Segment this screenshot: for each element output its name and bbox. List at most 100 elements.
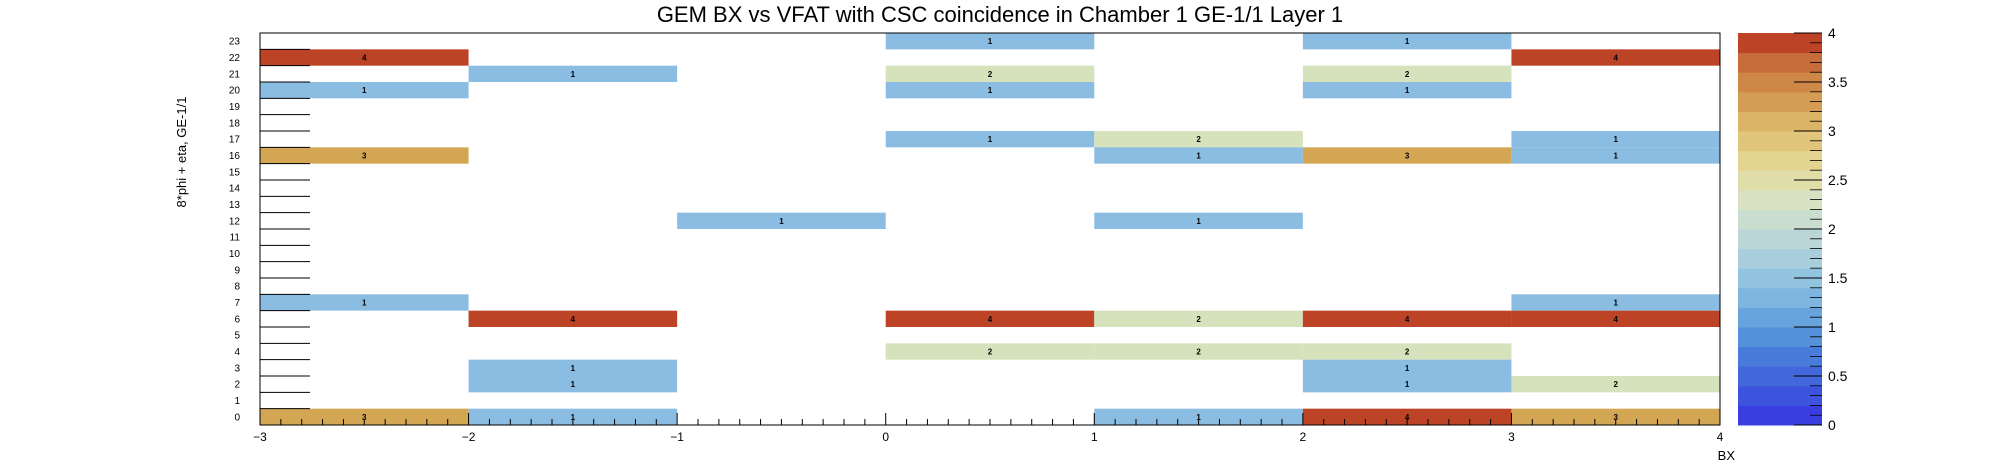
y-tick-label: 0 (234, 412, 240, 423)
heatmap-cell (677, 212, 886, 229)
color-scale-tick-label: 2 (1828, 221, 1836, 237)
heatmap-cell (468, 310, 678, 327)
color-scale-swatch (1738, 33, 1822, 54)
cell-value-label: 1 (988, 86, 993, 95)
heatmap-cell (1511, 310, 1720, 327)
y-tick-label: 1 (234, 396, 240, 407)
cell-value-label: 4 (1613, 54, 1618, 63)
y-tick-label: 5 (234, 331, 240, 342)
x-tick-label: 2 (1300, 430, 1307, 444)
heatmap-cell (260, 408, 469, 425)
y-tick-label: 22 (229, 53, 241, 64)
cell-value-label: 2 (1405, 70, 1410, 79)
heatmap-cell (468, 65, 678, 82)
cell-value-label: 1 (1405, 380, 1410, 389)
heatmap-cell (260, 294, 469, 311)
x-tick-label: 0 (882, 430, 889, 444)
y-tick-label: 12 (229, 216, 241, 227)
y-tick-label: 4 (234, 347, 240, 358)
x-tick-label: −2 (462, 430, 476, 444)
color-scale-swatch (1738, 346, 1822, 367)
color-scale-tick-label: 2.5 (1828, 172, 1848, 188)
cell-value-label: 4 (1613, 315, 1618, 324)
color-scale-swatch (1738, 307, 1822, 328)
color-scale-swatch (1738, 405, 1822, 426)
color-scale-swatch (1738, 385, 1822, 406)
cell-value-label: 3 (362, 152, 367, 161)
color-scale-swatch (1738, 91, 1822, 112)
heatmap-cell (1302, 65, 1512, 82)
heatmap-cell (1302, 376, 1512, 393)
x-tick-label: 3 (1508, 430, 1515, 444)
color-scale-swatch (1738, 170, 1822, 191)
cell-value-label: 2 (988, 348, 993, 357)
cell-value-label: 1 (1196, 217, 1201, 226)
y-tick-label: 8 (234, 282, 240, 293)
heatmap-cell (1511, 147, 1720, 164)
chart-title: GEM BX vs VFAT with CSC coincidence in C… (657, 2, 1343, 27)
cell-value-label: 1 (1613, 135, 1618, 144)
heatmap-cell (1302, 343, 1512, 360)
y-tick-label: 10 (229, 249, 241, 260)
cell-value-label: 1 (1405, 364, 1410, 373)
color-scale-swatch (1738, 248, 1822, 269)
y-tick-label: 18 (229, 118, 241, 129)
y-tick-label: 11 (230, 233, 241, 244)
axes: −3 −2 −1 0 1 2 3 401234567891011121314151617181… (229, 32, 1724, 444)
y-tick-label: 16 (229, 151, 241, 162)
heatmap-cell (468, 408, 678, 425)
color-scale-tick-label: 1.5 (1828, 270, 1848, 286)
heatmap-cell (885, 310, 1095, 327)
heatmap-cell (885, 65, 1095, 82)
y-tick-label: 14 (229, 184, 241, 195)
cell-value-label: 4 (1405, 315, 1410, 324)
heatmap-cell (260, 49, 469, 66)
x-axis-label: BX (1718, 448, 1736, 463)
heatmap-cell (1302, 147, 1512, 164)
cell-value-label: 1 (1196, 152, 1201, 161)
y-tick-label: 21 (229, 69, 241, 80)
color-scale-bar: 0 0.5 1 1.5 2 2.5 3 3.5 4 (1738, 25, 1848, 433)
color-scale-tick-label: 3 (1828, 123, 1836, 139)
cell-value-label: 4 (988, 315, 993, 324)
color-scale-tick-label: 1 (1828, 319, 1836, 335)
cell-value-label: 2 (1405, 348, 1410, 357)
cell-value-label: 1 (1613, 299, 1618, 308)
color-scale-swatch (1738, 366, 1822, 387)
y-tick-label: 9 (234, 265, 240, 276)
color-scale-swatch (1738, 209, 1822, 230)
heatmap-cell (1094, 408, 1303, 425)
cell-value-label: 4 (571, 315, 576, 324)
heatmap-cell (468, 359, 678, 376)
heatmap-cell (1511, 408, 1720, 425)
y-tick-label: 3 (234, 363, 240, 374)
heatmap-cell (260, 82, 469, 99)
cell-value-label: 4 (362, 54, 367, 63)
x-tick-label: −3 (253, 430, 267, 444)
y-tick-label: 17 (229, 135, 241, 146)
color-scale-swatch (1738, 150, 1822, 171)
cell-value-label: 3 (362, 413, 367, 422)
color-scale-swatch (1738, 327, 1822, 348)
cell-value-label: 1 (1405, 86, 1410, 95)
heatmap-cell (1511, 376, 1720, 393)
color-scale-swatch (1738, 111, 1822, 132)
cell-value-label: 2 (1196, 135, 1201, 144)
cell-value-label: 1 (571, 413, 576, 422)
cell-value-label: 1 (988, 37, 993, 46)
heatmap-cell (1511, 294, 1720, 311)
cell-value-label: 1 (571, 364, 576, 373)
heatmap-cell (1094, 212, 1303, 229)
x-tick-label: 4 (1717, 430, 1724, 444)
y-axis-label: 8*phi + eta, GE-1/1 (174, 97, 189, 208)
cell-value-label: 1 (1196, 413, 1201, 422)
cell-value-label: 1 (571, 70, 576, 79)
cell-value-label: 2 (1196, 348, 1201, 357)
cell-value-label: 1 (362, 86, 367, 95)
cell-value-label: 2 (1196, 315, 1201, 324)
color-scale-swatch (1738, 52, 1822, 73)
cell-value-label: 4 (1405, 413, 1410, 422)
heatmap-cell (885, 131, 1095, 148)
x-tick-label: −1 (670, 430, 684, 444)
